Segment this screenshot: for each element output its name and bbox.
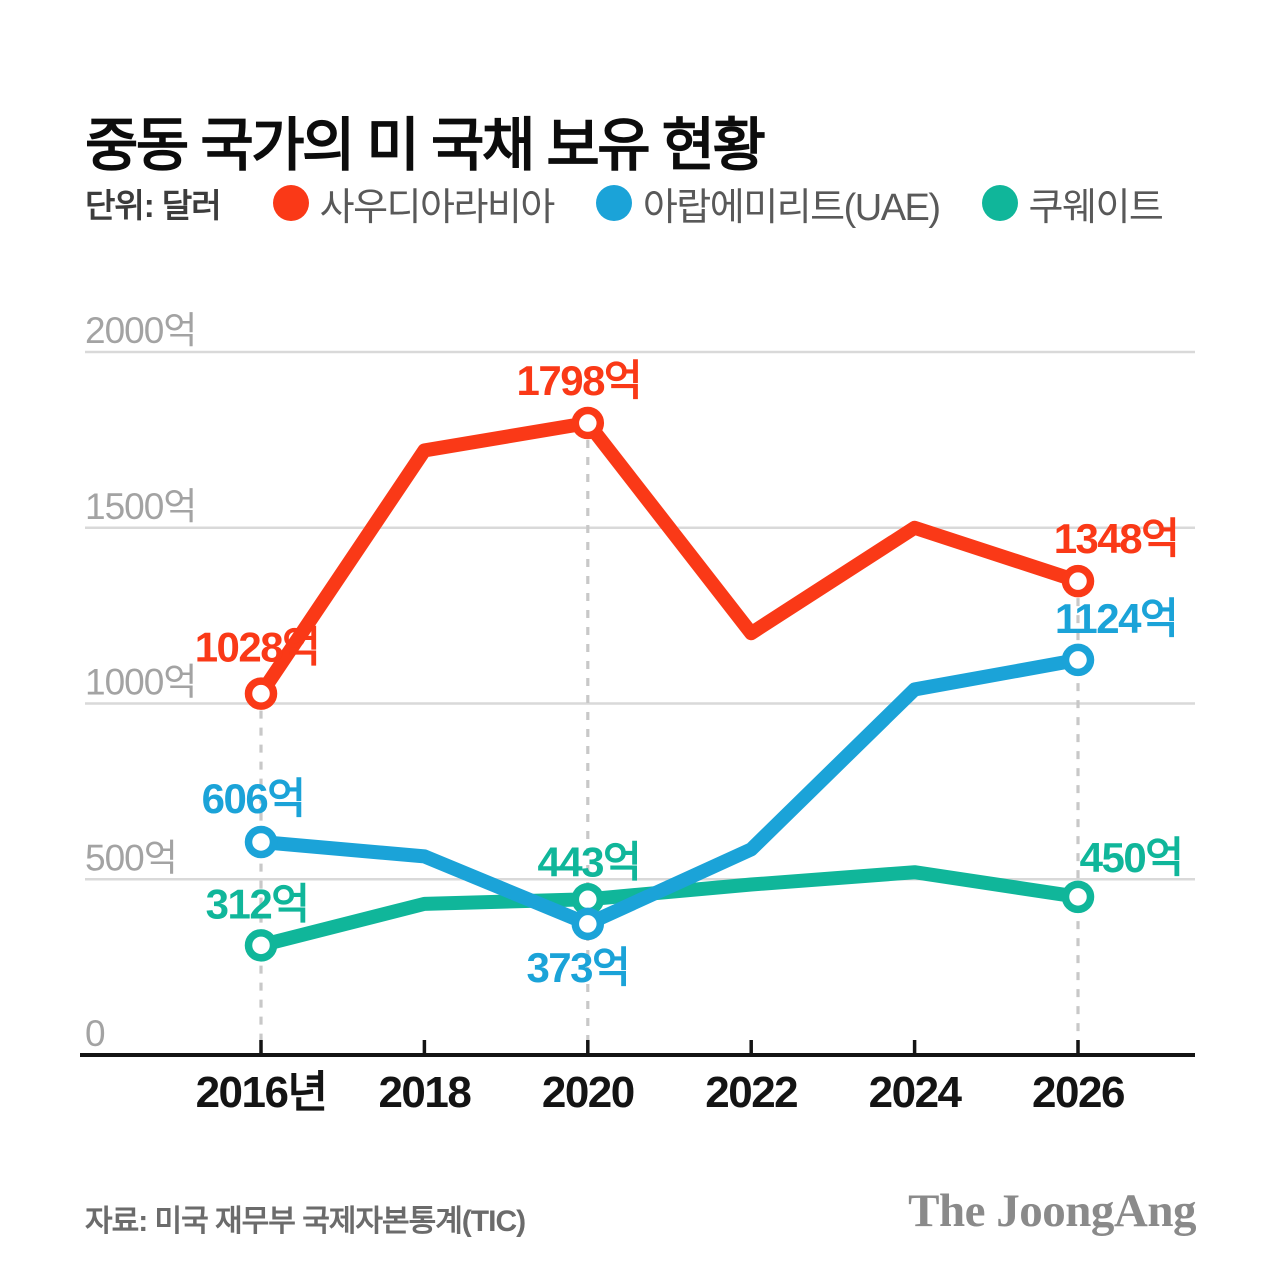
data-point-label: 312억 xyxy=(206,880,309,927)
y-axis-tick-label: 1000억 xyxy=(85,662,196,703)
source-note: 자료: 미국 재무부 국제자본통계(TIC) xyxy=(85,1205,526,1238)
data-point-label: 606억 xyxy=(202,775,305,822)
legend-item-kuwait: 쿠웨이트 xyxy=(981,176,1164,231)
data-point-marker xyxy=(1061,880,1095,914)
legend-dot-icon xyxy=(272,185,309,221)
legend-label: 사우디아라비아 xyxy=(319,186,556,229)
data-point-label: 373억 xyxy=(526,944,629,991)
x-axis-tick-label: 2016년 xyxy=(196,1068,327,1117)
x-axis-tick-label: 2018 xyxy=(378,1068,471,1117)
data-point-marker xyxy=(244,825,278,859)
series-line-0 xyxy=(254,416,1085,701)
legend-item-saudi-arabia: 사우디아라비아 xyxy=(272,176,556,231)
y-axis-tick-label: 1500억 xyxy=(85,486,196,527)
data-point-marker xyxy=(1061,643,1095,677)
unit-label: 단위: 달러 xyxy=(85,187,222,224)
x-axis-tick-label: 2022 xyxy=(705,1068,797,1117)
data-point-label: 1798억 xyxy=(517,357,642,404)
data-point-marker xyxy=(244,929,278,962)
x-axis-tick-label: 2026 xyxy=(1032,1068,1124,1117)
data-point-marker xyxy=(571,907,605,941)
data-point-label: 450억 xyxy=(1080,834,1183,881)
data-point-marker xyxy=(244,677,278,710)
data-point-marker xyxy=(1061,564,1095,598)
legend-item-uae: 아랍에미리트(UAE) xyxy=(595,176,941,231)
y-axis-tick-label: 500억 xyxy=(85,837,177,878)
y-axis-tick-label: 2000억 xyxy=(85,310,196,351)
data-point-label: 443억 xyxy=(537,838,640,885)
data-point-label: 1028억 xyxy=(195,624,320,671)
x-axis-tick-label: 2020 xyxy=(542,1068,634,1117)
data-point-marker xyxy=(571,406,605,440)
legend-label: 쿠웨이트 xyxy=(1028,186,1164,229)
legend-dot-icon xyxy=(981,185,1018,221)
y-axis-tick-label: 0 xyxy=(85,1013,105,1054)
series-line-1 xyxy=(254,652,1085,931)
legend-dot-icon xyxy=(595,185,632,221)
joongang-logo: The JoongAng xyxy=(908,1185,1196,1237)
legend-label: 아랍에미리트(UAE) xyxy=(642,186,941,229)
data-point-label: 1348억 xyxy=(1054,515,1179,562)
data-point-label: 1124억 xyxy=(1055,595,1177,642)
x-axis-tick-label: 2024 xyxy=(869,1068,963,1117)
page-title: 중동 국가의 미 국채 보유 현황 xyxy=(85,112,766,178)
legend: 단위: 달러 사우디아라비아 아랍에미리트(UAE) 쿠웨이트 xyxy=(85,180,1164,229)
